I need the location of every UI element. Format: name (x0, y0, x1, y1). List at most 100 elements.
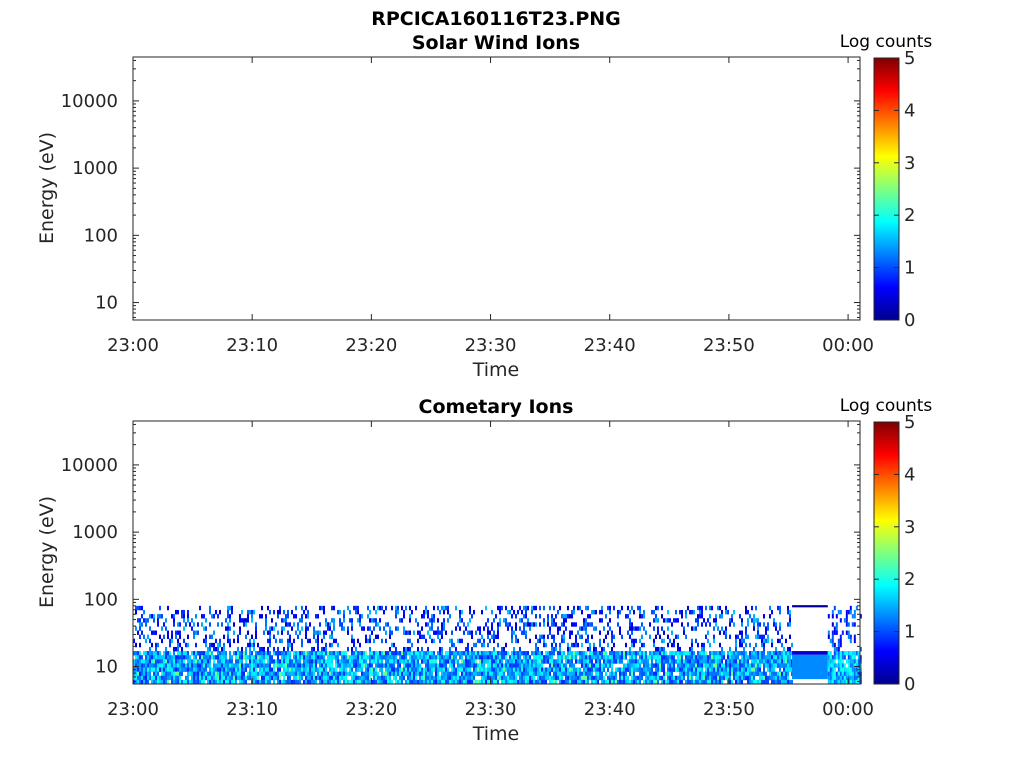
spectrogram-cell (331, 651, 333, 656)
spectrogram-cell (143, 679, 145, 685)
spectrogram-cell (685, 614, 687, 619)
spectrogram-cell (675, 651, 677, 656)
spectrogram-cell (209, 667, 211, 672)
spectrogram-cell (493, 663, 495, 668)
spectrogram-cell (301, 655, 303, 660)
spectrogram-cell (503, 679, 505, 685)
spectrogram-cell (589, 642, 591, 648)
colorbar-tick-label: 5 (904, 412, 915, 433)
spectrogram-cell (411, 679, 413, 685)
spectrogram-cell (135, 605, 137, 611)
spectrogram-cell (519, 659, 521, 664)
spectrogram-cell (753, 675, 755, 681)
spectrogram-cell (427, 671, 429, 677)
spectrogram-cell (511, 634, 513, 640)
spectrogram-cell (293, 675, 295, 681)
spectrogram-cell (425, 675, 427, 681)
spectrogram-cell (359, 667, 361, 672)
spectrogram-cell (279, 675, 281, 681)
spectrogram-cell (591, 634, 593, 640)
spectrogram-cell (287, 655, 289, 660)
x-tick-label: 23:10 (226, 699, 278, 720)
spectrogram-cell (465, 651, 467, 656)
spectrogram-cell (493, 646, 495, 652)
spectrogram-cell (565, 675, 567, 681)
spectrogram-cell (551, 679, 553, 685)
spectrogram-cell (441, 667, 443, 672)
spectrogram-cell (501, 663, 503, 668)
spectrogram-cell (241, 675, 243, 681)
spectrogram-cell (395, 655, 397, 660)
spectrogram-cell (829, 671, 832, 677)
spectrogram-cell (531, 675, 533, 681)
spectrogram-cell (267, 630, 269, 635)
spectrogram-cell (495, 634, 497, 640)
spectrogram-cell (379, 663, 381, 668)
spectrogram-cell (829, 663, 832, 668)
spectrogram-cell (161, 663, 163, 668)
spectrogram-cell (837, 667, 840, 672)
spectrogram-cell (671, 642, 673, 648)
spectrogram-cell (507, 671, 509, 677)
spectrogram-cell (521, 667, 523, 672)
spectrogram-cell (351, 634, 353, 640)
spectrogram-cell (227, 659, 229, 664)
spectrogram-cell (847, 663, 850, 668)
spectrogram-cell (739, 651, 741, 656)
spectrogram-cell (441, 605, 443, 611)
spectrogram-cell (349, 667, 351, 672)
spectrogram-cell (481, 609, 483, 615)
spectrogram-cell (309, 675, 311, 681)
spectrogram-cell (611, 679, 613, 685)
spectrogram-cell (373, 675, 375, 681)
spectrogram-cell (693, 659, 695, 664)
spectrogram-cell (713, 659, 715, 664)
spectrogram-cell (263, 675, 265, 681)
spectrogram-cell (395, 667, 397, 672)
spectrogram-cell (423, 659, 425, 664)
x-tick-label: 00:00 (822, 699, 874, 720)
spectrogram-cell (425, 667, 427, 672)
spectrogram-cell (375, 634, 377, 640)
spectrogram-cell (643, 659, 645, 664)
spectrogram-cell (291, 667, 293, 672)
spectrogram-cell (395, 671, 397, 677)
spectrogram-cell (189, 659, 191, 664)
spectrogram-cell (157, 651, 159, 656)
spectrogram-cell (653, 671, 655, 677)
spectrogram-cell (533, 679, 535, 685)
spectrogram-cell (251, 609, 253, 615)
spectrogram-cell (459, 679, 461, 685)
spectrogram-cell (171, 655, 173, 660)
spectrogram-cell (771, 642, 773, 648)
spectrogram-cell (325, 646, 327, 652)
spectrogram-cell (595, 663, 597, 668)
spectrogram-cell (631, 605, 633, 611)
spectrogram-cell (445, 667, 447, 672)
spectrogram-cell (359, 659, 361, 664)
spectrogram-cell (471, 671, 473, 677)
spectrogram-cell (267, 667, 269, 672)
spectrogram-cell (445, 630, 447, 635)
spectrogram-cell (379, 679, 381, 685)
spectrogram-cell (295, 614, 297, 619)
spectrogram-cell (223, 659, 225, 664)
spectrogram-cell (853, 655, 856, 660)
spectrogram-cell (523, 659, 525, 664)
spectrogram-cell (727, 609, 729, 615)
spectrogram-cell (695, 618, 697, 623)
spectrogram-cell (539, 651, 541, 656)
spectrogram-cell (773, 679, 775, 685)
spectrogram-cell (649, 663, 651, 668)
spectrogram-cell (853, 634, 856, 640)
spectrogram-cell (363, 626, 365, 631)
spectrogram-cell (653, 663, 655, 668)
spectrogram-cell (779, 609, 781, 615)
spectrogram-cell (781, 651, 783, 656)
spectrogram-cell (503, 667, 505, 672)
spectrogram-cell (577, 659, 579, 664)
spectrogram-cell (843, 679, 846, 685)
spectrogram-cell (229, 675, 231, 681)
spectrogram-cell (847, 659, 850, 664)
spectrogram-cell (641, 642, 643, 648)
